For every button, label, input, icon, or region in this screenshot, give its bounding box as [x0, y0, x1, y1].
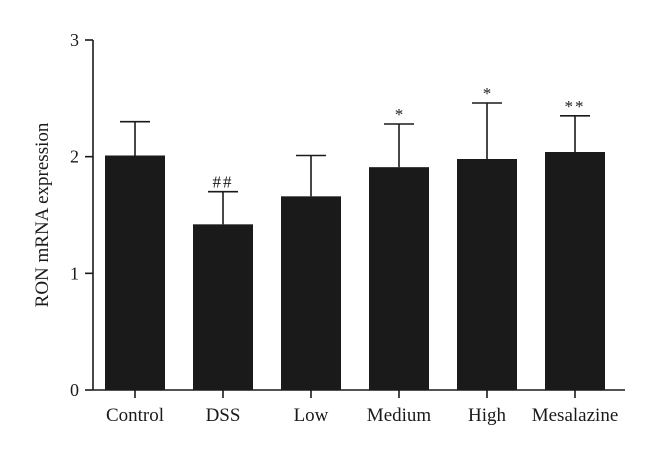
y-tick-label: 2 — [70, 147, 79, 167]
x-category-label: Control — [106, 405, 164, 426]
x-category-label: Medium — [367, 405, 432, 426]
y-tick-label: 0 — [70, 380, 79, 400]
y-axis-label: RON mRNA expression — [32, 122, 53, 307]
bar — [281, 196, 341, 390]
significance-marker: * — [395, 105, 404, 124]
y-tick-label: 1 — [70, 263, 79, 283]
plot-area: 0 1 2 3 Control DSS ## Low Medium * High * Mesalazin… — [70, 30, 625, 426]
significance-marker: ## — [213, 173, 234, 192]
bar — [105, 155, 165, 390]
bar — [545, 152, 605, 390]
bar — [193, 224, 253, 390]
x-category-label: High — [468, 405, 507, 426]
x-category-label: Mesalazine — [532, 405, 619, 426]
bar — [457, 159, 517, 390]
significance-marker: * — [483, 84, 492, 103]
x-category-label: Low — [294, 405, 329, 426]
significance-marker: ** — [565, 97, 586, 116]
x-category-label: DSS — [206, 405, 241, 426]
y-tick-label: 3 — [70, 30, 79, 50]
bar — [369, 167, 429, 390]
